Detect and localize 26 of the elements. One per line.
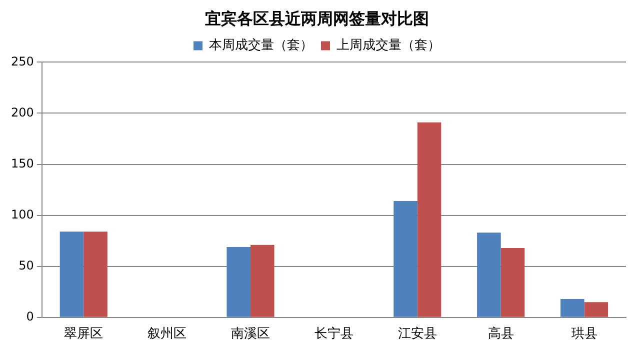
x-tick-label: 珙县 (571, 326, 598, 342)
legend-label: 本周成交量（套） (209, 37, 313, 54)
bar (250, 244, 274, 317)
bar (560, 299, 584, 317)
y-tick-label: 50 (18, 258, 34, 272)
x-tick-label: 长宁县 (314, 326, 354, 342)
legend-label: 上周成交量（套） (336, 37, 440, 54)
bar (584, 302, 608, 317)
y-tick-label: 250 (11, 54, 34, 68)
y-tick-label: 150 (11, 156, 34, 170)
bar (417, 122, 442, 317)
x-tick-label: 高县 (488, 326, 514, 342)
y-tick-label: 100 (11, 207, 34, 222)
chart-title: 宜宾各区县近两周网签量对比图 (205, 8, 429, 28)
x-tick-label: 南溪区 (231, 326, 270, 342)
bar (394, 201, 418, 317)
bar (60, 232, 84, 317)
bar (500, 248, 525, 317)
x-tick-label: 江安县 (398, 326, 437, 342)
y-tick-label: 0 (26, 310, 34, 324)
x-tick-label: 翠屏区 (64, 326, 104, 342)
bar (84, 232, 108, 317)
y-tick-label: 200 (11, 105, 34, 120)
x-tick-label: 叙州区 (148, 326, 187, 342)
bar (226, 246, 251, 317)
bar (477, 232, 501, 317)
